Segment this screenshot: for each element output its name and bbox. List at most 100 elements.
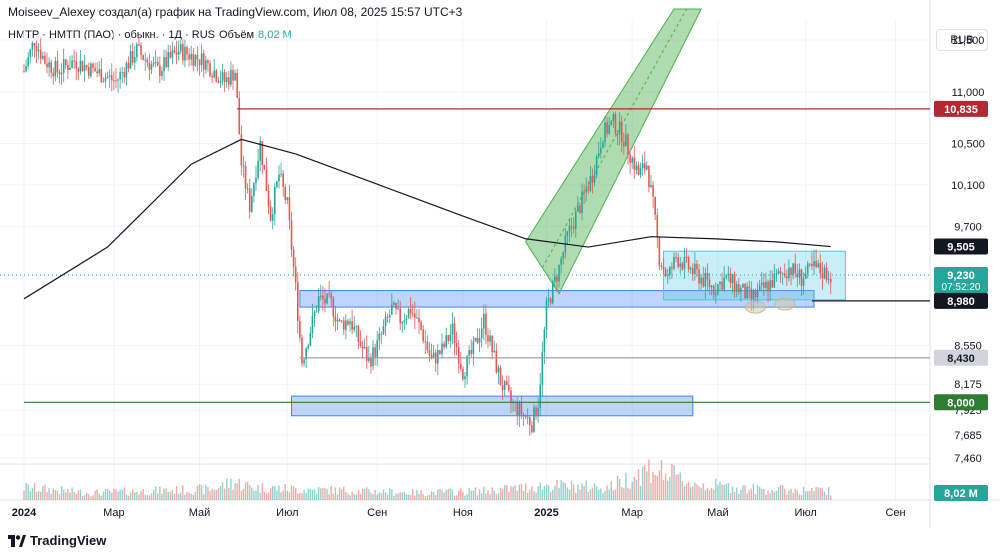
volume-bar — [83, 495, 86, 500]
volume-bar — [756, 485, 759, 500]
volume-bar — [401, 492, 403, 500]
volume-bar — [587, 491, 589, 500]
volume-bar — [675, 474, 677, 500]
volume-bar — [370, 492, 372, 500]
price-badge-label: 8,000 — [947, 397, 975, 409]
volume-bar — [430, 491, 433, 500]
candle-body — [809, 263, 811, 265]
volume-bar — [71, 487, 73, 500]
candle-body — [480, 328, 483, 339]
candle-body — [353, 326, 356, 330]
candle-body — [531, 425, 533, 432]
candle-body — [418, 317, 420, 323]
candle-body — [311, 315, 314, 334]
volume-bar — [595, 486, 598, 500]
volume-bar — [491, 487, 493, 500]
volume-bar — [775, 490, 778, 500]
volume-bar — [614, 489, 617, 500]
candle-body — [363, 347, 366, 349]
candle-body — [416, 317, 418, 319]
volume-bar — [286, 490, 289, 500]
volume-bar — [514, 485, 516, 500]
candle-body — [192, 53, 195, 66]
volume-bar — [56, 490, 59, 500]
volume-bar — [543, 486, 546, 500]
volume-bar — [194, 491, 197, 500]
volume-bar — [804, 491, 807, 500]
volume-bar — [154, 486, 157, 500]
price-badge-label: 8,980 — [947, 296, 975, 308]
volume-bar — [717, 484, 719, 500]
candle-body — [773, 273, 776, 288]
volume-bar — [119, 489, 121, 500]
volume-bar — [123, 487, 126, 500]
volume-bar — [236, 483, 238, 500]
low-marker-2 — [774, 297, 796, 311]
candle-body — [593, 175, 596, 183]
candle-body — [804, 273, 807, 279]
volume-bar — [577, 484, 579, 500]
volume-bar — [445, 490, 447, 500]
tradingview-logo-icon — [8, 534, 26, 547]
volume-bar — [667, 480, 669, 500]
volume-bar — [140, 491, 142, 500]
candle-body — [236, 73, 238, 98]
candle-body — [451, 323, 454, 335]
candle-body — [326, 293, 328, 304]
candle-body — [338, 320, 341, 322]
grid-lines — [0, 20, 930, 500]
price-badge-bg — [934, 349, 988, 366]
candle-body — [765, 281, 767, 288]
price-badge-bg — [934, 292, 988, 309]
candle-body — [704, 272, 707, 287]
candle-body — [485, 313, 487, 335]
volume-bar — [102, 491, 105, 500]
candle-body — [723, 277, 725, 290]
candle-body — [282, 173, 284, 187]
candle-body — [775, 273, 778, 275]
volume-bar — [242, 488, 245, 500]
candle-body — [23, 71, 25, 73]
candle-body — [612, 114, 615, 121]
footer-brand[interactable]: TradingView — [8, 533, 106, 548]
volume-bar — [418, 493, 420, 500]
price-tick-label: 10,500 — [951, 139, 985, 151]
volume-bar — [393, 495, 395, 500]
candle-body — [156, 61, 159, 66]
candle-body — [779, 271, 782, 274]
volume-bar — [217, 488, 220, 500]
volume-bar — [631, 481, 633, 500]
candle-body — [79, 60, 82, 72]
volume-bar — [173, 493, 176, 500]
candle-body — [589, 176, 592, 191]
candle-body — [821, 273, 824, 279]
volume-bar — [506, 485, 508, 500]
candle-body — [604, 122, 606, 143]
candle-body — [380, 333, 383, 335]
candle-body — [44, 55, 46, 64]
volume-bar — [765, 494, 767, 500]
candle-body — [58, 72, 61, 75]
candle-body — [781, 273, 784, 275]
volume-bar — [539, 482, 541, 500]
candle-body — [574, 211, 577, 229]
candle-body — [73, 60, 75, 62]
candle-body — [823, 267, 826, 279]
currency-button[interactable]: RUB — [936, 29, 988, 51]
volume-bar — [713, 489, 715, 500]
symbol-title[interactable]: НМТР · НМТП (ПАО) · обыкн. · 1Д · RUS — [8, 29, 215, 41]
candle-body — [817, 263, 819, 267]
volume-bar — [219, 486, 222, 500]
volume-bar — [297, 493, 299, 500]
candle-body — [271, 214, 274, 221]
volume-bar — [641, 466, 644, 500]
volume-bar — [535, 492, 537, 500]
candle-body — [315, 311, 318, 313]
volume-bar — [758, 486, 761, 500]
volume-bar — [131, 489, 134, 500]
candle-body — [748, 286, 751, 289]
candle-body — [756, 289, 759, 298]
candle-body — [685, 256, 688, 258]
volume-bar — [579, 489, 581, 500]
